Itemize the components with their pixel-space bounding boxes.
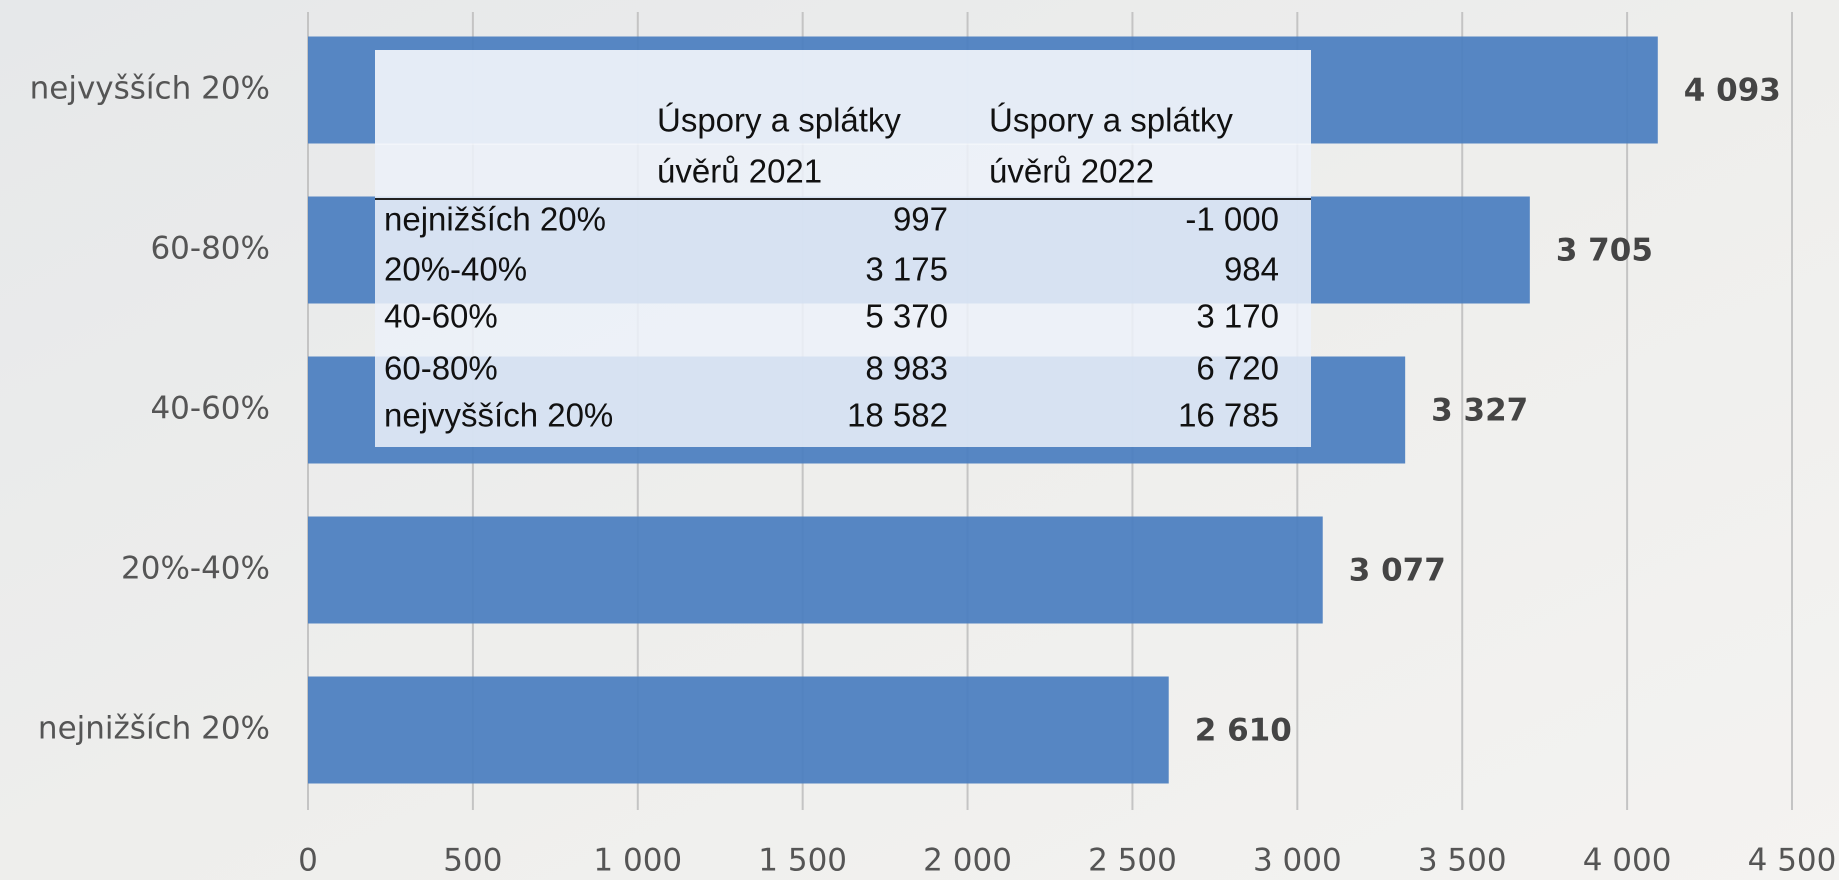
- table-header: úvěrů 2021: [657, 153, 822, 190]
- table-cell: 18 582: [847, 397, 948, 434]
- table-header: Úspory a splátky: [657, 102, 901, 139]
- y-tick-label: 40-60%: [150, 391, 270, 427]
- table-header: úvěrů 2022: [989, 153, 1154, 190]
- y-tick-label: 60-80%: [150, 231, 270, 267]
- table-row-label: 40-60%: [384, 298, 498, 335]
- table-cell: 16 785: [1178, 397, 1279, 434]
- x-tick-label: 0: [298, 843, 318, 879]
- x-tick-label: 1 500: [758, 843, 847, 879]
- x-tick-label: 1 000: [593, 843, 682, 879]
- table-cell: -1 000: [1185, 201, 1279, 238]
- table-row-label: nejnižších 20%: [384, 201, 606, 238]
- x-tick-label: 2 000: [923, 843, 1012, 879]
- x-tick-label: 500: [443, 843, 502, 879]
- x-tick-label: 3 500: [1418, 843, 1507, 879]
- value-label: 3 077: [1349, 553, 1446, 589]
- table-cell: 997: [893, 201, 948, 238]
- table-row-label: nejvyšších 20%: [384, 397, 613, 434]
- table-cell: 3 170: [1196, 298, 1279, 335]
- x-tick-label: 4 000: [1583, 843, 1672, 879]
- value-label: 2 610: [1195, 713, 1292, 749]
- table-header: Úspory a splátky: [989, 102, 1233, 139]
- table-row-label: 60-80%: [384, 350, 498, 387]
- bar: [308, 676, 1169, 784]
- value-label: 4 093: [1684, 73, 1781, 109]
- y-tick-label: nejvyšších 20%: [30, 71, 270, 107]
- table-cell: 984: [1224, 251, 1279, 288]
- table-cell: 6 720: [1196, 350, 1279, 387]
- table-row-label: 20%-40%: [384, 251, 527, 288]
- table-cell: 3 175: [865, 251, 948, 288]
- x-tick-label: 4 500: [1748, 843, 1837, 879]
- table-cell: 8 983: [865, 350, 948, 387]
- table-header-bg: [375, 50, 1311, 145]
- value-label: 3 705: [1556, 233, 1653, 269]
- bar: [308, 516, 1323, 624]
- table-cell: 5 370: [865, 298, 948, 335]
- y-tick-label: 20%-40%: [121, 551, 270, 587]
- value-label: 3 327: [1431, 393, 1528, 429]
- y-tick-label: nejnižších 20%: [38, 711, 270, 747]
- x-tick-label: 2 500: [1088, 843, 1177, 879]
- table-panel: [375, 50, 1311, 447]
- x-tick-label: 3 000: [1253, 843, 1342, 879]
